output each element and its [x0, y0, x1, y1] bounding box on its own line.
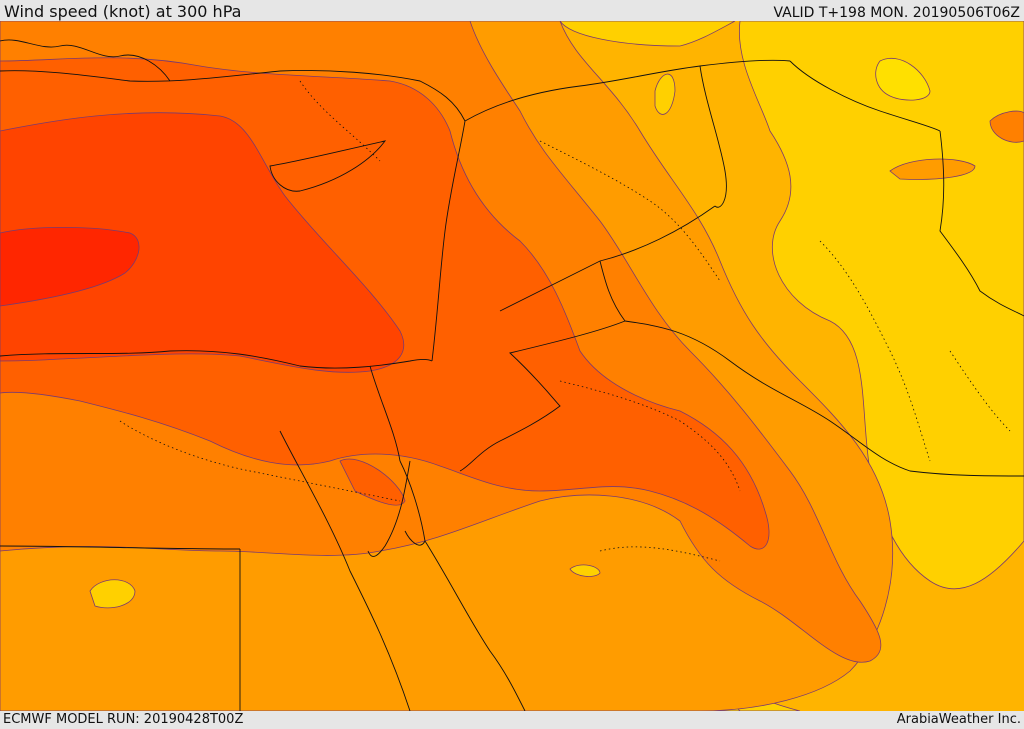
border-syria-turkey	[464, 59, 791, 122]
border-jordan-saudi	[459, 260, 626, 472]
province-line-2	[559, 380, 741, 492]
wind-blob-3	[889, 158, 976, 180]
wind-blob-2	[654, 73, 676, 115]
valid-time-label: VALID T+198 MON. 20190506T06Z	[773, 5, 1020, 21]
wind-band-lightyellow-ne	[875, 58, 931, 101]
wind-blob-4	[989, 110, 1024, 143]
credit-label: ArabiaWeather Inc.	[896, 712, 1021, 727]
province-line-7	[949, 350, 1011, 432]
border-syria-iraq	[699, 65, 727, 208]
wind-blob-5	[339, 458, 406, 506]
country-borders	[0, 59, 1024, 711]
border-jordan-iraq	[499, 205, 716, 312]
coast-suez	[367, 460, 411, 557]
coast-levant	[431, 120, 466, 362]
coast-anatolia	[0, 70, 466, 122]
province-line-6	[599, 546, 721, 562]
footer-bar: ECMWF MODEL RUN: 20190428T00Z ArabiaWeat…	[0, 711, 1024, 729]
province-line-4	[119, 420, 401, 502]
map-canvas	[0, 21, 1024, 711]
coast-redsea-west	[279, 430, 411, 711]
header-bar: Wind speed (knot) at 300 hPa VALID T+198…	[0, 0, 1024, 21]
border-egypt-israel	[369, 365, 401, 462]
coast-redsea-east	[424, 540, 526, 711]
coast-aqaba	[399, 460, 426, 546]
wind-blob-6	[569, 564, 601, 577]
border-egypt-sudan	[0, 545, 241, 550]
wind-blob-1	[89, 579, 136, 609]
wind-band-yellow-north	[559, 21, 736, 47]
wind-speed-map[interactable]	[0, 21, 1024, 711]
wind-band-deepred	[0, 226, 140, 307]
model-run-label: ECMWF MODEL RUN: 20190428T00Z	[3, 712, 244, 727]
coast-nile-delta	[0, 350, 433, 369]
province-line-3	[819, 240, 931, 462]
province-line-1	[539, 140, 721, 282]
coastlines	[0, 39, 1024, 711]
province-boundaries	[119, 80, 1011, 562]
border-iraq-saudi	[624, 320, 1024, 477]
province-line-5	[299, 80, 381, 162]
wind-band-red	[0, 112, 405, 373]
coast-gulf	[939, 130, 1024, 317]
map-title: Wind speed (knot) at 300 hPa	[4, 2, 242, 21]
coast-aegean	[0, 39, 171, 82]
coast-cyprus	[269, 140, 387, 192]
border-iraq-iran	[789, 60, 941, 132]
